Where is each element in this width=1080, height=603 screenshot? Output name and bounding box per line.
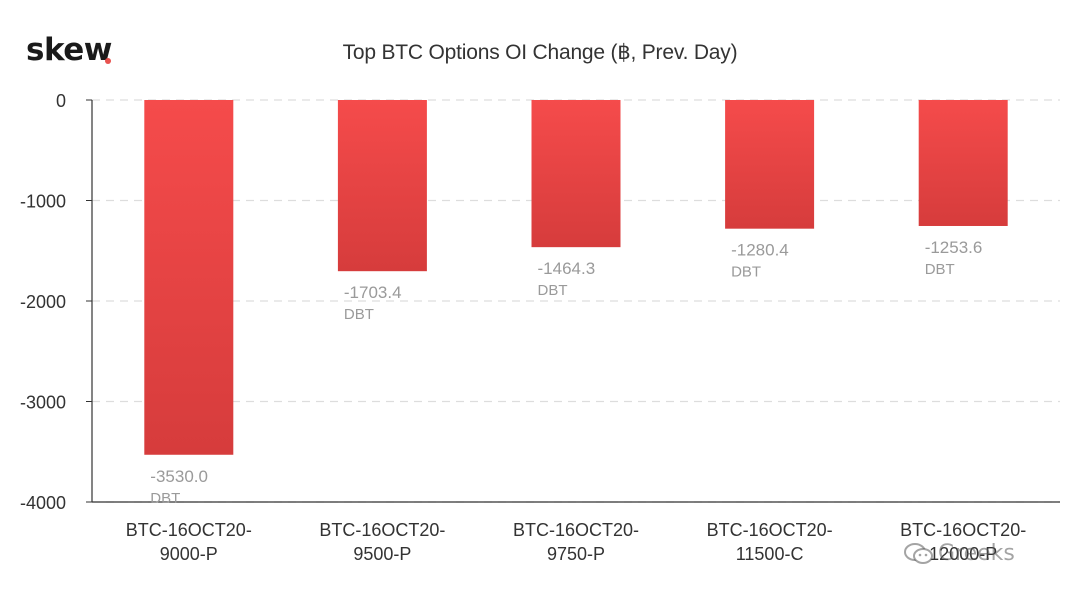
x-tick-label: BTC-16OCT20- <box>900 520 1026 540</box>
logo-text: skew <box>26 32 112 68</box>
data-label: -3530.0 <box>150 467 208 486</box>
data-label: -1464.3 <box>538 259 596 278</box>
y-tick-label: -3000 <box>20 393 66 413</box>
bar <box>531 100 621 248</box>
watermark: Greeks <box>904 541 1015 566</box>
axes <box>86 99 1060 503</box>
y-tick-label: -2000 <box>20 292 66 312</box>
bar <box>337 100 427 272</box>
data-label-unit: DBT <box>925 261 955 278</box>
y-tick-label: -1000 <box>20 192 66 212</box>
y-tick-label: -4000 <box>20 493 66 513</box>
data-label: -1703.4 <box>344 283 402 302</box>
bar <box>144 100 234 455</box>
x-tick-label: 12000-P <box>929 544 997 564</box>
x-tick-label: 9500-P <box>353 544 411 564</box>
watermark-text: Greeks <box>938 541 1015 566</box>
logo-dot <box>105 58 111 64</box>
x-tick-label: 9000-P <box>160 544 218 564</box>
data-label: -1280.4 <box>731 241 789 260</box>
x-tick-label: 9750-P <box>547 544 605 564</box>
x-tick-label: BTC-16OCT20- <box>319 520 445 540</box>
labels: 0 -1000 -2000 -3000 -4000 -3530.0 DBT BTC-16OCT… <box>20 91 1026 564</box>
data-label-unit: DBT <box>150 490 180 507</box>
skew-logo: skew <box>26 32 112 68</box>
data-label-unit: DBT <box>731 264 761 281</box>
x-tick-label: 11500-C <box>736 544 804 564</box>
data-label: -1253.6 <box>925 238 983 257</box>
data-label-unit: DBT <box>344 306 374 323</box>
y-tick-label: 0 <box>56 91 66 111</box>
data-label-unit: DBT <box>538 282 568 299</box>
bar <box>725 100 815 229</box>
x-tick-label: BTC-16OCT20- <box>513 520 639 540</box>
x-tick-label: BTC-16OCT20- <box>707 520 833 540</box>
bar <box>918 100 1008 226</box>
wechat-icon <box>904 542 933 564</box>
chart-title: Top BTC Options OI Change (฿, Prev. Day) <box>342 41 738 64</box>
x-tick-label: BTC-16OCT20- <box>126 520 252 540</box>
bars <box>144 100 1008 455</box>
